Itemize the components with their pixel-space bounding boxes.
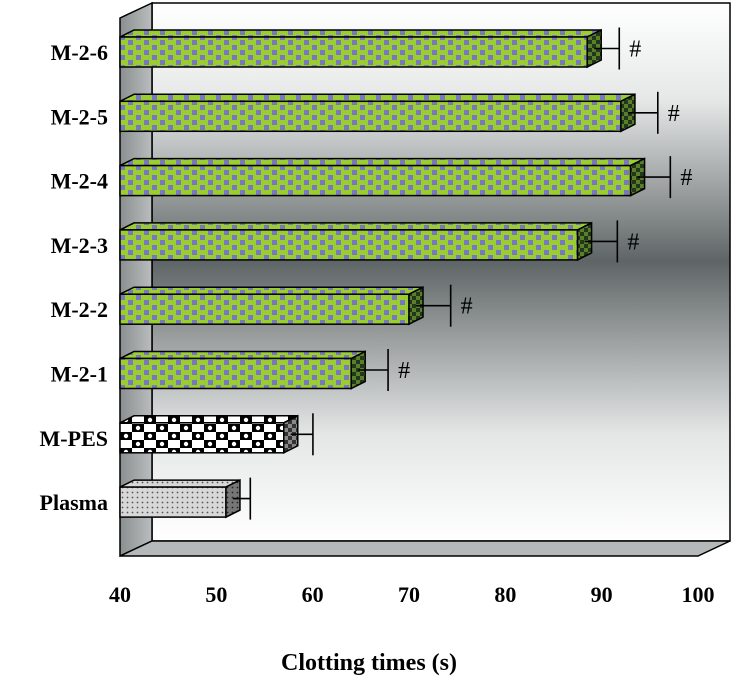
category-label-m-2-4: M-2-4 [51, 169, 108, 194]
significance-mark-m-2-3: # [627, 229, 639, 255]
bar-m-2-3: # [119, 220, 639, 263]
x-tick-50: 50 [205, 582, 227, 607]
bar-m-pes [119, 413, 314, 456]
bar-m-2-6: # [119, 27, 641, 70]
bar-front-face [119, 293, 410, 325]
bar-front-face [119, 422, 285, 454]
significance-mark-m-2-6: # [629, 37, 641, 63]
bar-top-face [119, 93, 636, 103]
bar-m-2-2: # [119, 284, 473, 327]
bar-front-face [119, 36, 588, 68]
bar-top-face [119, 29, 602, 38]
x-tick-90: 90 [591, 582, 613, 607]
back-wall [151, 2, 731, 542]
category-label-m-2-6: M-2-6 [51, 40, 108, 65]
x-tick-40: 40 [109, 582, 131, 607]
x-tick-60: 60 [302, 582, 324, 607]
floor [119, 540, 731, 557]
bar-top-face [119, 415, 299, 424]
bar-top-face [119, 222, 592, 231]
bar-m-2-1: # [119, 349, 410, 391]
significance-mark-m-2-5: # [668, 101, 680, 127]
x-tick-100: 100 [682, 582, 715, 607]
category-labels: Plasma M-PES M-2-1 M-2-2 M-2-3 M-2-4 M-2-5 M-2-… [40, 40, 108, 515]
bar-front-face [119, 229, 579, 261]
bar-plasma [119, 477, 252, 520]
significance-mark-m-2-2: # [461, 294, 473, 320]
category-label-m-2-3: M-2-3 [51, 233, 108, 258]
x-tick-80: 80 [494, 582, 516, 607]
bar-top-face [119, 350, 366, 360]
bar-front-face [119, 486, 227, 518]
bars-layer: # # # # # # [119, 27, 692, 520]
bar-m-2-5: # [119, 91, 680, 134]
side-wall [119, 1, 153, 558]
significance-mark-m-2-4: # [680, 165, 692, 191]
category-label-m-2-1: M-2-1 [51, 362, 108, 387]
category-label-m-2-5: M-2-5 [51, 104, 108, 129]
category-label-plasma: Plasma [40, 490, 108, 515]
x-tick-70: 70 [398, 582, 420, 607]
bar-front-face [119, 164, 632, 197]
bar-top-face [119, 157, 645, 167]
significance-mark-m-2-1: # [398, 358, 410, 384]
category-label-m-2-2: M-2-2 [51, 297, 108, 322]
category-label-m-pes: M-PES [40, 426, 108, 451]
bar-top-face [119, 479, 241, 488]
bar-m-2-4: # [119, 156, 692, 199]
bar-front-face [119, 100, 622, 133]
x-tick-labels: 40 50 60 70 80 90 100 [109, 582, 715, 607]
bar-top-face [119, 286, 424, 295]
x-axis-label: Clotting times (s) [281, 650, 457, 676]
bar-front-face [119, 357, 352, 390]
